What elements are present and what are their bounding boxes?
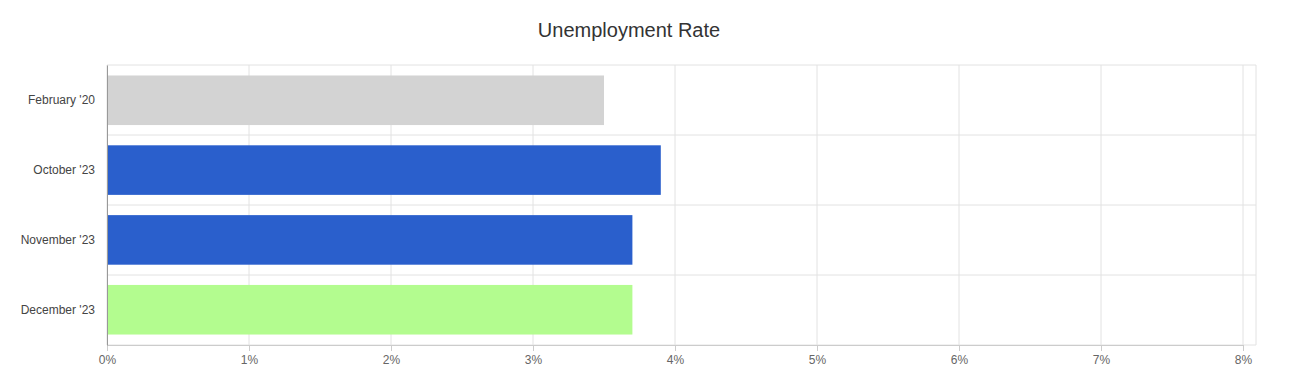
band-separator: [107, 135, 1256, 136]
x-tick-mark: [249, 345, 250, 351]
x-tick-label: 8%: [1235, 353, 1253, 367]
x-tick: 8%: [1235, 345, 1253, 367]
y-tick: October '23: [33, 163, 107, 177]
bars: [107, 75, 661, 334]
x-tick-label: 4%: [667, 353, 685, 367]
x-tick-mark: [959, 345, 960, 351]
x-tick-label: 0%: [99, 353, 117, 367]
y-tick-label: February '20: [28, 93, 95, 107]
x-axis: 0% 1% 2% 3% 4% 5% 6% 7% 8%: [99, 345, 1253, 367]
title: Unemployment Rate: [538, 19, 720, 41]
y-tick: December '23: [21, 303, 107, 317]
x-tick-mark: [817, 345, 818, 351]
x-tick-mark: [391, 345, 392, 351]
grid-line: [107, 65, 108, 345]
x-axis-line: [108, 346, 1244, 352]
y-tick-label: October '23: [33, 163, 95, 177]
band-separator: [107, 65, 1256, 66]
y-tick-label: December '23: [21, 303, 96, 317]
x-tick-mark: [533, 345, 534, 351]
x-tick: 3%: [525, 345, 543, 367]
bar: [107, 75, 604, 125]
x-tick-label: 1%: [241, 353, 259, 367]
x-tick: 2%: [383, 345, 401, 367]
x-tick-label: 2%: [383, 353, 401, 367]
x-tick-mark: [1243, 345, 1244, 351]
bar: [107, 215, 632, 265]
x-tick: 7%: [1093, 345, 1111, 367]
y-tick: February '20: [28, 93, 107, 107]
x-tick-label: 7%: [1093, 353, 1111, 367]
x-tick-label: 6%: [951, 353, 969, 367]
y-axis-line: [107, 66, 108, 346]
x-tick: 0%: [99, 345, 117, 367]
frame-line: [1256, 65, 1257, 345]
x-tick-mark: [1101, 345, 1102, 351]
grid: [107, 65, 1256, 345]
band-separator: [107, 275, 1256, 276]
y-tick-label: November '23: [21, 233, 96, 247]
x-tick: 4%: [667, 345, 685, 367]
x-tick-label: 5%: [809, 353, 827, 367]
bar: [107, 145, 661, 195]
x-tick-label: 3%: [525, 353, 543, 367]
x-tick: 1%: [241, 345, 259, 367]
plot: 0% 1% 2% 3% 4% 5% 6% 7% 8% February '20 October '2…: [21, 65, 1256, 367]
chart: Unemployment Rate 0% 1% 2% 3% 4% 5% 6% 7% 8% Febru…: [0, 0, 1304, 391]
y-tick: November '23: [21, 233, 107, 247]
bar: [107, 285, 632, 335]
x-tick: 5%: [809, 345, 827, 367]
band-separator: [107, 205, 1256, 206]
x-tick-mark: [107, 345, 108, 351]
y-axis: February '20 October '23 November '23 Decem…: [21, 66, 108, 346]
x-tick: 6%: [951, 345, 969, 367]
x-tick-mark: [675, 345, 676, 351]
